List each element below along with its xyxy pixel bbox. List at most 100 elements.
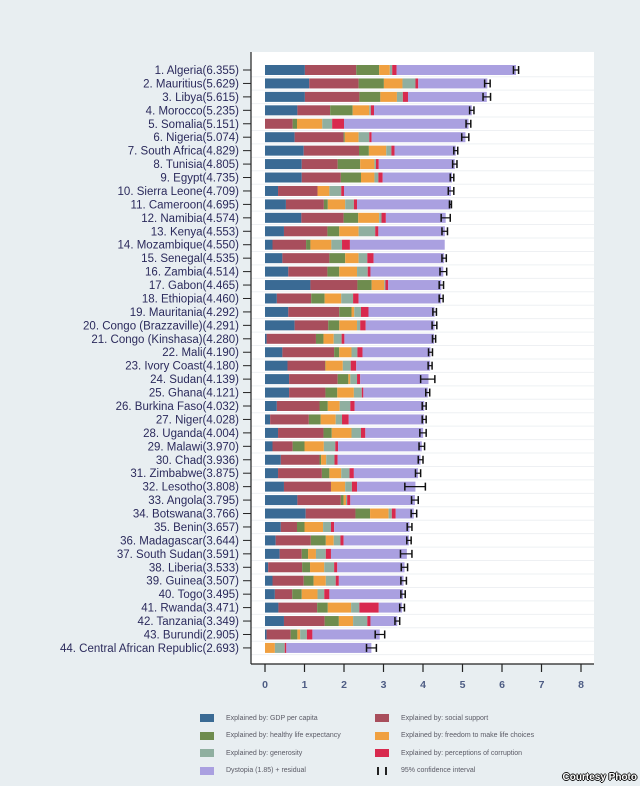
- bar-segment-generosity: [323, 521, 331, 532]
- bar-segment-social: [303, 145, 360, 156]
- x-tick-label: 5: [460, 679, 466, 691]
- bar-segment-social: [266, 629, 291, 640]
- bar-segment-gdp: [265, 91, 305, 102]
- bar-segment-dystopia: [370, 266, 444, 277]
- bar-segment-social: [278, 468, 322, 479]
- country-label: 23. Ivory Coast(4.180): [125, 361, 239, 373]
- bar-segment-social: [272, 441, 293, 452]
- bar-segment-social: [294, 132, 344, 143]
- bar-segment-corruption: [378, 172, 383, 183]
- bar-segment-social: [301, 212, 344, 223]
- legend-item-health: Explained by: healthy life expectancy: [200, 730, 341, 742]
- legend-label: Explained by: healthy life expectancy: [226, 732, 341, 739]
- bar-segment-freedom: [351, 306, 355, 317]
- bar-segment-dystopia: [356, 360, 431, 371]
- bar-segment-social: [289, 387, 326, 398]
- bar-segment-generosity: [345, 481, 352, 492]
- bar-segment-gdp: [265, 468, 279, 479]
- bar-segment-freedom: [380, 91, 397, 102]
- x-tick-label: 3: [381, 679, 387, 691]
- bar-segment-freedom: [370, 508, 389, 519]
- bar-segment-corruption: [325, 548, 331, 559]
- bar-segment-gdp: [265, 508, 306, 519]
- country-label: 10. Sierra Leone(4.709): [118, 186, 240, 198]
- bar-segment-social: [278, 427, 324, 438]
- confidence-intervals: [365, 66, 520, 652]
- country-label: 34. Botswana(3.766): [133, 509, 239, 521]
- bar-segment-corruption: [385, 280, 389, 291]
- bar-segment-gdp: [265, 495, 298, 506]
- bar-segment-dystopia: [363, 387, 428, 398]
- bar-segment-corruption: [353, 199, 358, 210]
- bar-segment-health: [292, 118, 297, 129]
- x-tick-label: 8: [578, 679, 584, 691]
- x-tick-label: 2: [341, 679, 347, 691]
- bar-segment-gdp: [265, 454, 281, 465]
- bar-segment-generosity: [326, 454, 335, 465]
- bar-segment-freedom: [383, 78, 403, 89]
- bar-segment-generosity: [341, 293, 354, 304]
- bar-segment-social: [280, 521, 297, 532]
- bar-segment-social: [282, 253, 330, 264]
- legend-item-gdp: Explained by: GDP per capita: [200, 712, 318, 724]
- bar-segment-dystopia: [344, 185, 452, 196]
- bar-segment-gdp: [265, 535, 276, 546]
- bar-segment-generosity: [342, 360, 351, 371]
- bar-segment-social: [265, 118, 293, 129]
- bar-segment-dystopia: [395, 508, 414, 519]
- bar-segment-gdp: [265, 481, 284, 492]
- bar-segment-corruption: [370, 105, 375, 116]
- bar-segment-dystopia: [354, 401, 425, 411]
- bar-segment-gdp: [265, 172, 302, 183]
- bar-segment-social: [270, 414, 309, 425]
- bar-segment-freedom: [329, 468, 342, 479]
- bar-segment-health: [359, 91, 381, 102]
- country-label: 6. Nigeria(5.074): [153, 132, 239, 144]
- bar-segment-freedom: [339, 226, 359, 237]
- bar-segment-gdp: [265, 159, 302, 170]
- bar-segment-freedom: [296, 118, 323, 129]
- bar-segment-corruption: [402, 91, 408, 102]
- bar-segment-gdp: [265, 347, 283, 358]
- country-label: 19. Mauritania(4.292): [130, 307, 239, 319]
- bar-segment-dystopia: [407, 91, 487, 102]
- bar-segment-generosity: [351, 347, 358, 358]
- bar-segment-social: [301, 172, 341, 183]
- bar-segment-gdp: [265, 293, 277, 304]
- country-label: 14. Mozambique(4.550): [118, 240, 240, 252]
- country-label: 8. Tunisia(4.805): [153, 159, 239, 171]
- bar-segment-corruption: [342, 414, 349, 425]
- bar-segment-gdp: [265, 333, 267, 344]
- bar-segment-health: [357, 280, 372, 291]
- country-label: 13. Kenya(4.553): [151, 226, 239, 238]
- row-gridlines: [251, 76, 594, 656]
- bar-segment-freedom: [308, 548, 316, 559]
- bar-segment-corruption: [324, 589, 330, 600]
- bar-segment-health: [315, 333, 324, 344]
- bar-segment-health: [317, 602, 328, 613]
- bar-segment-corruption: [360, 306, 369, 317]
- bar-segment-dystopia: [348, 414, 425, 425]
- bar-segment-corruption: [351, 481, 358, 492]
- bar-segment-health: [323, 427, 332, 438]
- bar-segment-social: [310, 280, 358, 291]
- x-tick-label: 1: [302, 679, 308, 691]
- legend-label: Dystopia (1.85) + residual: [226, 767, 306, 774]
- bar-segment-health: [355, 508, 371, 519]
- bar-segment-gdp: [265, 266, 289, 277]
- x-axis-ticks: 0 1 2 3 4 5 6 7 8: [262, 664, 584, 691]
- bar-segment-gdp: [265, 105, 298, 116]
- bar-segment-generosity: [386, 145, 392, 156]
- bar-segment-gdp: [265, 306, 289, 317]
- bar-segment-corruption: [340, 535, 344, 546]
- country-label: 2. Mauritius(5.629): [143, 78, 239, 90]
- bar-segment-health: [319, 401, 328, 411]
- x-tick-label: 7: [539, 679, 545, 691]
- legend-swatch: [200, 766, 214, 775]
- bar-segment-corruption: [347, 495, 351, 506]
- bar-segment-health: [292, 441, 305, 452]
- bar-segment-generosity: [350, 374, 358, 385]
- bar-segment-dystopia: [373, 253, 445, 264]
- country-label: 39. Guinea(3.507): [146, 576, 239, 588]
- bar-segment-generosity: [374, 172, 379, 183]
